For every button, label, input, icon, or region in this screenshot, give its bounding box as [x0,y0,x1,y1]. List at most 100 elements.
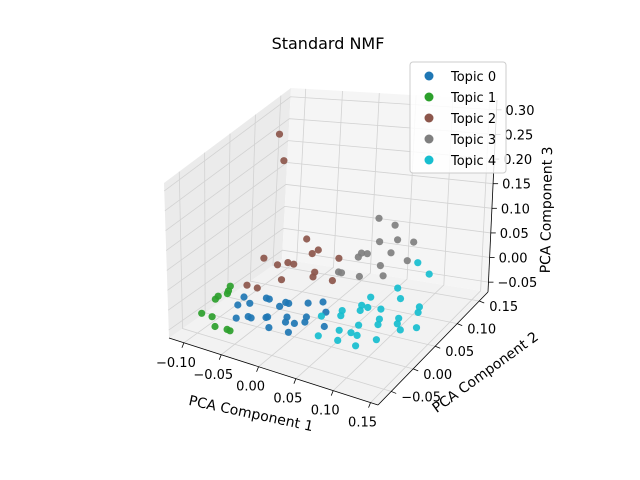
point-topic-2 [280,157,288,165]
point-topic-3 [375,214,383,222]
point-topic-0 [232,314,240,322]
point-topic-2 [290,260,298,268]
legend-marker [424,71,434,81]
x-tick-label: 0.00 [236,380,265,395]
y-tick-mark [435,345,441,349]
point-topic-3 [357,249,366,257]
legend-marker [424,92,434,102]
point-topic-1 [224,287,233,295]
point-topic-1 [214,292,222,300]
legend-marker [424,113,434,123]
tick-labels: −0.10−0.050.000.050.100.15−0.050.000.050… [156,104,537,431]
x-tick-mark [256,366,259,372]
y-grid-line [249,114,458,325]
point-topic-0 [262,313,270,322]
y-tick-label: 0.05 [445,345,474,360]
point-topic-1 [208,313,216,321]
point-topic-4 [425,270,433,278]
x-tick-label: −0.05 [193,368,233,383]
point-topic-2 [253,284,261,292]
x-tick-mark [293,378,297,384]
point-topic-1 [198,309,206,317]
point-topic-2 [284,259,292,267]
x-axis-line [168,337,379,406]
point-topic-3 [337,269,346,277]
point-topic-4 [335,326,343,334]
legend-label: Topic 0 [450,70,496,85]
point-topic-0 [276,302,284,310]
point-topic-2 [308,250,316,258]
point-topic-2 [277,276,286,284]
y-grid-line [272,95,480,302]
point-topic-4 [396,326,404,334]
point-topic-4 [355,321,363,329]
z-grid-line [165,162,494,251]
z-tick-label: 0.10 [501,202,530,217]
point-topic-4 [314,332,322,340]
chart-title: Standard NMF [272,34,385,53]
point-topic-0 [281,318,290,326]
legend-label: Topic 2 [450,112,496,127]
y-tick-label: 0.10 [467,323,496,338]
y-axis-line [377,291,489,406]
y-tick-mark [413,368,419,372]
point-topic-3 [391,221,399,229]
z-tick-label: 0.05 [500,227,529,242]
point-topic-4 [367,293,375,301]
legend-marker [424,155,434,165]
point-topic-3 [387,249,395,257]
point-topic-4 [395,314,403,322]
point-topic-0 [304,299,312,307]
x-tick-mark [181,342,185,348]
point-topic-0 [319,298,327,306]
point-topic-1 [211,322,219,331]
point-topic-4 [356,306,364,315]
point-topic-0 [290,319,298,327]
point-topic-0 [246,299,254,307]
point-topic-4 [337,312,345,320]
point-topic-2 [243,281,251,289]
point-topic-0 [301,318,309,326]
z-grid-line [167,205,491,291]
point-topic-2 [314,246,322,254]
x-grid-line [221,90,343,356]
point-topic-1 [226,327,234,335]
point-topic-4 [394,284,402,292]
z-tick-label: 0.15 [502,178,531,193]
legend-label: Topic 3 [450,133,496,148]
point-topic-4 [396,295,405,303]
point-topic-3 [403,257,411,265]
point-topic-4 [374,321,382,329]
point-topic-4 [414,259,422,267]
x-tick-label: −0.10 [156,356,196,371]
x-tick-label: 0.15 [348,416,377,431]
z-grid-line [166,184,492,271]
legend: Topic 0 Topic 1 Topic 2 Topic 3 Topic 4 [409,61,507,174]
x-grid-line [183,88,307,344]
point-topic-0 [247,314,255,322]
data-points [198,130,433,350]
point-topic-4 [353,331,361,339]
left-wall-pane [164,88,291,338]
legend-label: Topic 1 [450,91,496,106]
x-tick-mark [218,354,222,360]
z-tick-label: 0.25 [504,128,533,143]
point-topic-2 [335,254,343,262]
point-topic-4 [372,336,380,344]
z-tick-label: 0.00 [499,252,528,267]
point-topic-4 [352,342,360,350]
y-grid-line [178,171,392,392]
point-topic-2 [273,261,282,269]
point-topic-4 [364,303,372,312]
point-topic-2 [260,254,268,262]
point-topic-3 [363,250,371,258]
point-topic-0 [285,299,293,307]
point-topic-3 [355,272,363,281]
x-tick-mark [330,390,334,396]
point-topic-0 [265,295,273,303]
point-topic-0 [240,293,248,301]
legend-marker [424,134,434,144]
y-tick-mark [479,300,485,304]
point-topic-3 [394,236,402,244]
